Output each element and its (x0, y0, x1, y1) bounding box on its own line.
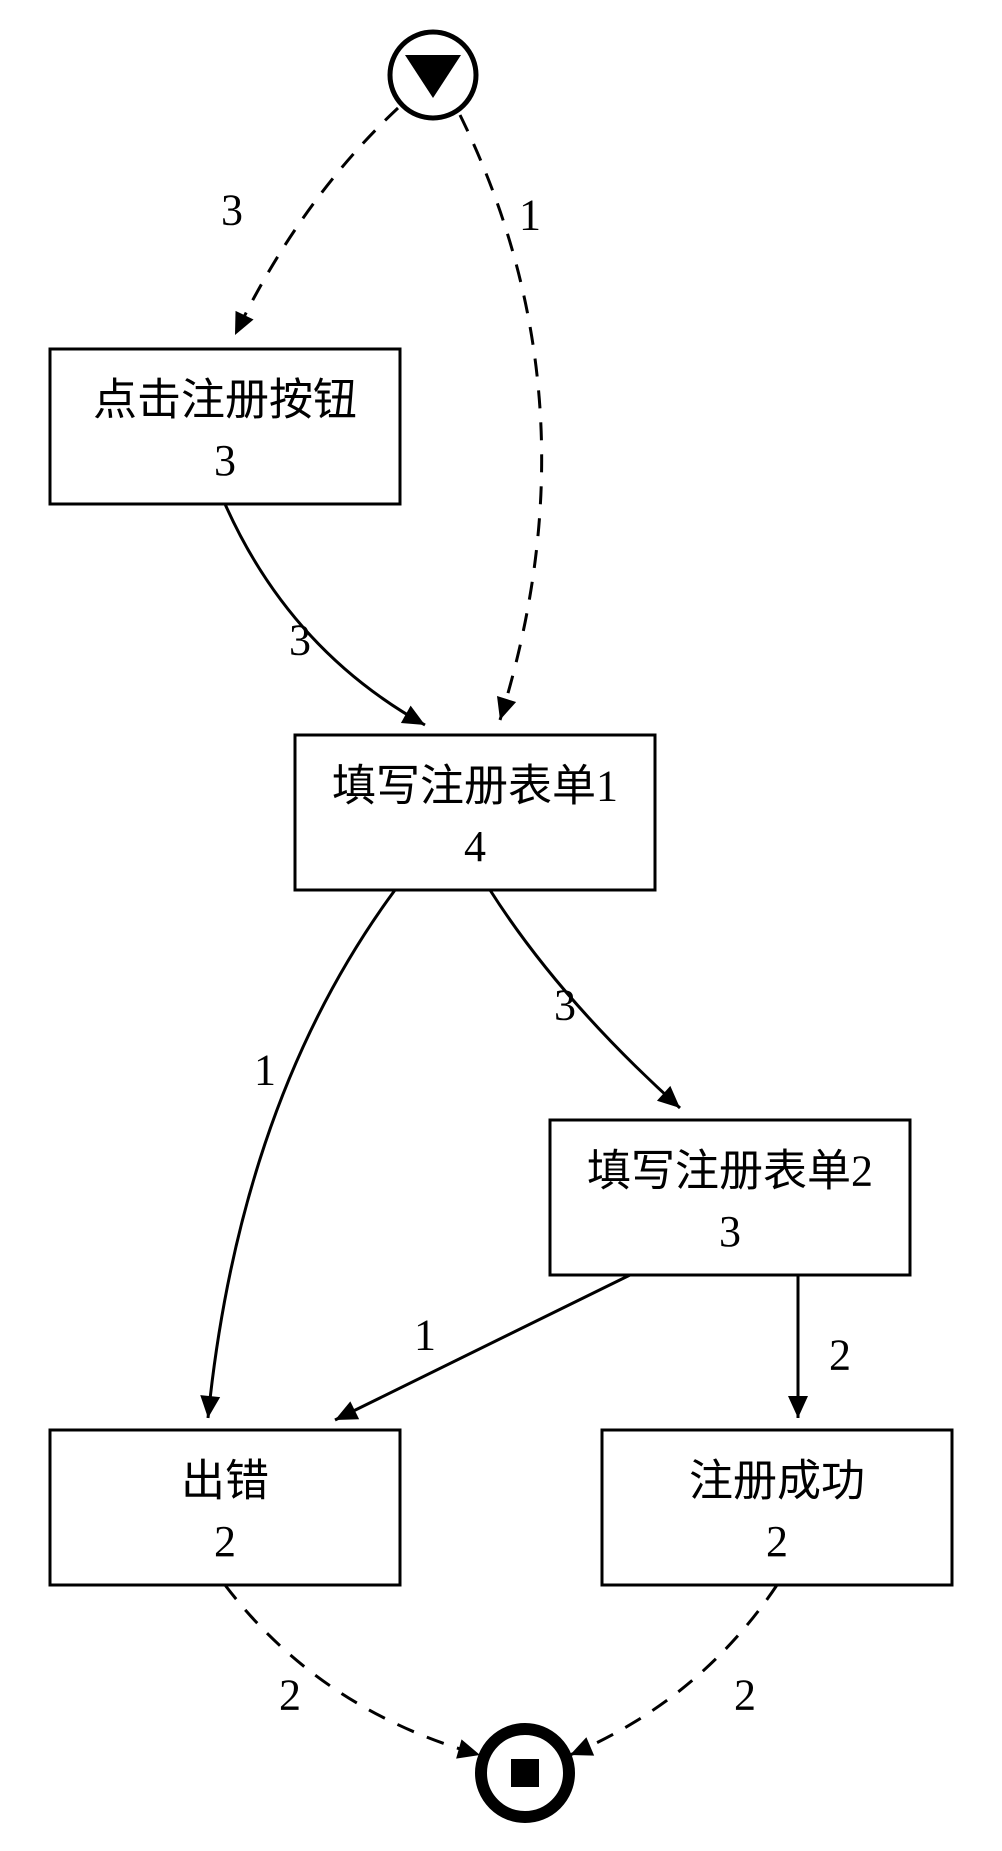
edge-label: 1 (414, 1311, 436, 1360)
node-value: 3 (214, 436, 236, 485)
node-label: 注册成功 (689, 1457, 865, 1506)
node-n4: 出错 2 (50, 1430, 400, 1585)
edge-label: 2 (279, 1671, 301, 1720)
edge-e_n3_n4: 1 (335, 1275, 630, 1420)
edge-e_n2_n4: 1 (208, 890, 395, 1418)
node-n3: 填写注册表单2 3 (550, 1120, 910, 1275)
node-n1: 点击注册按钮 3 (50, 349, 400, 504)
edge-e_n4_end: 2 (225, 1585, 480, 1755)
node-value: 2 (214, 1517, 236, 1566)
edge-label: 3 (289, 616, 311, 665)
nodes-layer: 点击注册按钮 3 填写注册表单1 4 填写注册表单2 3 出错 2 注册成功 2 (50, 349, 952, 1585)
edge-e_n1_n2: 3 (225, 504, 425, 725)
edge-label: 3 (554, 981, 576, 1030)
node-label: 出错 (181, 1457, 269, 1506)
edge-e_n2_n3: 3 (490, 890, 680, 1108)
edge-label: 1 (254, 1046, 276, 1095)
edge-label: 1 (519, 191, 541, 240)
edge-e_start_n1: 3 (221, 108, 398, 335)
node-label: 点击注册按钮 (93, 376, 357, 425)
end-node (481, 1729, 569, 1817)
node-value: 3 (719, 1207, 741, 1256)
node-value: 2 (766, 1517, 788, 1566)
start-node (390, 32, 476, 118)
node-n5: 注册成功 2 (602, 1430, 952, 1585)
edge-e_start_n2: 1 (460, 115, 542, 720)
node-label: 填写注册表单1 (332, 762, 618, 811)
edge-e_n5_end: 2 (570, 1585, 777, 1755)
edge-label: 2 (734, 1671, 756, 1720)
node-n2: 填写注册表单1 4 (295, 735, 655, 890)
node-label: 填写注册表单2 (587, 1147, 873, 1196)
edge-label: 2 (829, 1331, 851, 1380)
edge-label: 3 (221, 186, 243, 235)
edge-e_n3_n5: 2 (798, 1275, 851, 1418)
node-value: 4 (464, 822, 486, 871)
